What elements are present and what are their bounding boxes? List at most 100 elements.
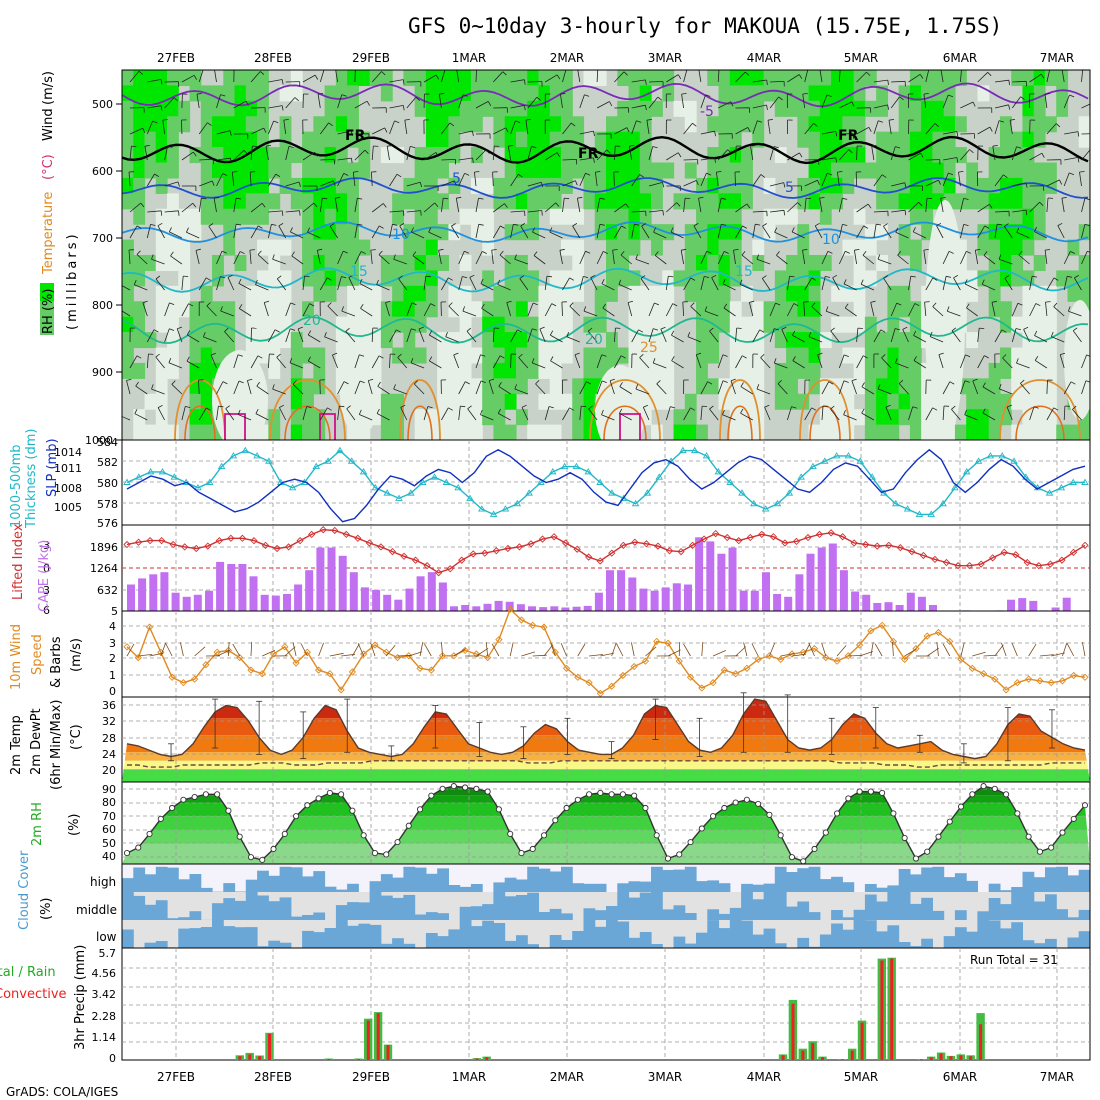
rh-cell xyxy=(729,378,742,395)
rh-cell xyxy=(515,285,528,302)
rh-cell xyxy=(245,131,258,148)
rh-cell xyxy=(504,162,517,179)
wind-speed-point xyxy=(889,637,898,646)
cloud-cell xyxy=(1078,931,1091,948)
wind-barb xyxy=(1046,277,1055,291)
rh-cell xyxy=(178,208,191,225)
cloud-cell xyxy=(437,936,449,948)
precip-convective-bar xyxy=(268,1033,271,1060)
lifted-index-point xyxy=(827,529,835,537)
wind-barb xyxy=(134,413,148,421)
wind-barb-flag xyxy=(358,409,362,415)
rh-cell xyxy=(639,393,652,410)
rh-cell xyxy=(414,316,427,333)
rh-cell xyxy=(515,332,528,349)
wind-barb xyxy=(453,354,460,369)
rh-cell xyxy=(167,100,179,117)
wind-barb xyxy=(596,101,610,109)
wind-barb xyxy=(656,383,667,395)
wind-barb-flag xyxy=(721,223,727,226)
wind-barb-flag xyxy=(350,130,353,136)
wind-barb xyxy=(498,413,511,421)
rh-cell xyxy=(200,162,213,179)
thickness-point xyxy=(643,489,652,496)
thickness-point xyxy=(336,446,344,454)
thickness-point xyxy=(655,473,664,480)
rh-cell xyxy=(1078,131,1090,148)
wind-barb xyxy=(735,225,743,239)
wind-barb-flag xyxy=(564,197,570,200)
wind-barb xyxy=(268,105,283,109)
rh-cell xyxy=(133,270,146,287)
wind-barb-flag xyxy=(762,275,767,279)
wind-barb-flag xyxy=(133,279,137,285)
cloud-cell xyxy=(808,866,821,892)
rh-cell xyxy=(470,208,483,225)
wind-speed-point xyxy=(709,679,717,687)
rh-cell xyxy=(493,285,506,302)
wind-speed-tick-label: 0 xyxy=(109,685,116,698)
rh-cell xyxy=(617,70,630,87)
rh-cell xyxy=(234,162,247,179)
surface-wind-barb xyxy=(370,642,376,657)
wind-barb-flag xyxy=(972,101,976,107)
wind-barb xyxy=(1057,225,1065,239)
wind-barb xyxy=(680,250,684,265)
wind-barb xyxy=(932,306,944,317)
rh-cell xyxy=(437,362,450,379)
surface-wind-barb xyxy=(341,653,356,657)
wind-barb-flag xyxy=(238,304,243,309)
thickness-point xyxy=(832,452,841,459)
wind-barb-flag xyxy=(948,94,954,98)
rh-cell xyxy=(864,378,877,395)
wind-barb-flag xyxy=(704,276,710,278)
rh-cell xyxy=(223,116,236,133)
cloud-cell xyxy=(1022,940,1035,948)
rh-cell xyxy=(617,131,630,148)
rh-cell xyxy=(448,147,461,164)
rh-cell xyxy=(380,332,393,349)
wind-barb-flag xyxy=(742,225,748,229)
wind-barb-flag xyxy=(791,406,797,409)
wind-barb xyxy=(843,283,857,291)
rh-cell xyxy=(639,378,652,395)
cloud-cell xyxy=(876,887,888,892)
rh-cell xyxy=(448,85,461,102)
rh-cell xyxy=(167,424,179,440)
wind-barb-flag xyxy=(1033,406,1039,409)
wind-barb xyxy=(595,172,598,187)
pressure-tick-label: 700 xyxy=(92,232,113,245)
wind-barb-flag xyxy=(131,145,137,147)
wind-barb xyxy=(856,71,867,83)
wind-barb xyxy=(481,307,494,317)
rh-cell xyxy=(347,285,359,302)
wind-barb xyxy=(329,225,338,239)
wind-barb-flag xyxy=(377,381,381,387)
lifted-index-point xyxy=(435,569,443,577)
rh-cell xyxy=(167,208,179,225)
precip-convective-bar xyxy=(850,1050,854,1060)
wind-barb-flag xyxy=(160,79,163,85)
wind-barb xyxy=(856,126,870,135)
wind-speed-point xyxy=(619,671,627,680)
rh-cell xyxy=(133,147,146,164)
wind-barb xyxy=(354,380,361,395)
wind-barb-flag xyxy=(192,202,197,208)
wind-barb xyxy=(475,149,487,161)
lifted-index-point xyxy=(873,542,881,550)
rh-cell xyxy=(639,177,652,194)
wind-barb xyxy=(787,152,800,161)
wind-barb xyxy=(527,146,532,161)
cloud-cell xyxy=(921,938,933,948)
rh-cell xyxy=(324,131,337,148)
surface-wind-barb xyxy=(1062,642,1068,657)
rh-cell xyxy=(876,409,888,426)
wind-speed-point xyxy=(1025,675,1033,683)
wind-barb xyxy=(268,353,270,369)
rh-cell xyxy=(369,316,382,333)
wind-barb-flag xyxy=(709,327,714,332)
top-date-axis: 27FEB 28FEB 29FEB 1MAR 2MAR 3MAR 4MAR 5MAR 6MAR 7… xyxy=(157,51,1074,65)
rh-cell xyxy=(999,193,1012,210)
